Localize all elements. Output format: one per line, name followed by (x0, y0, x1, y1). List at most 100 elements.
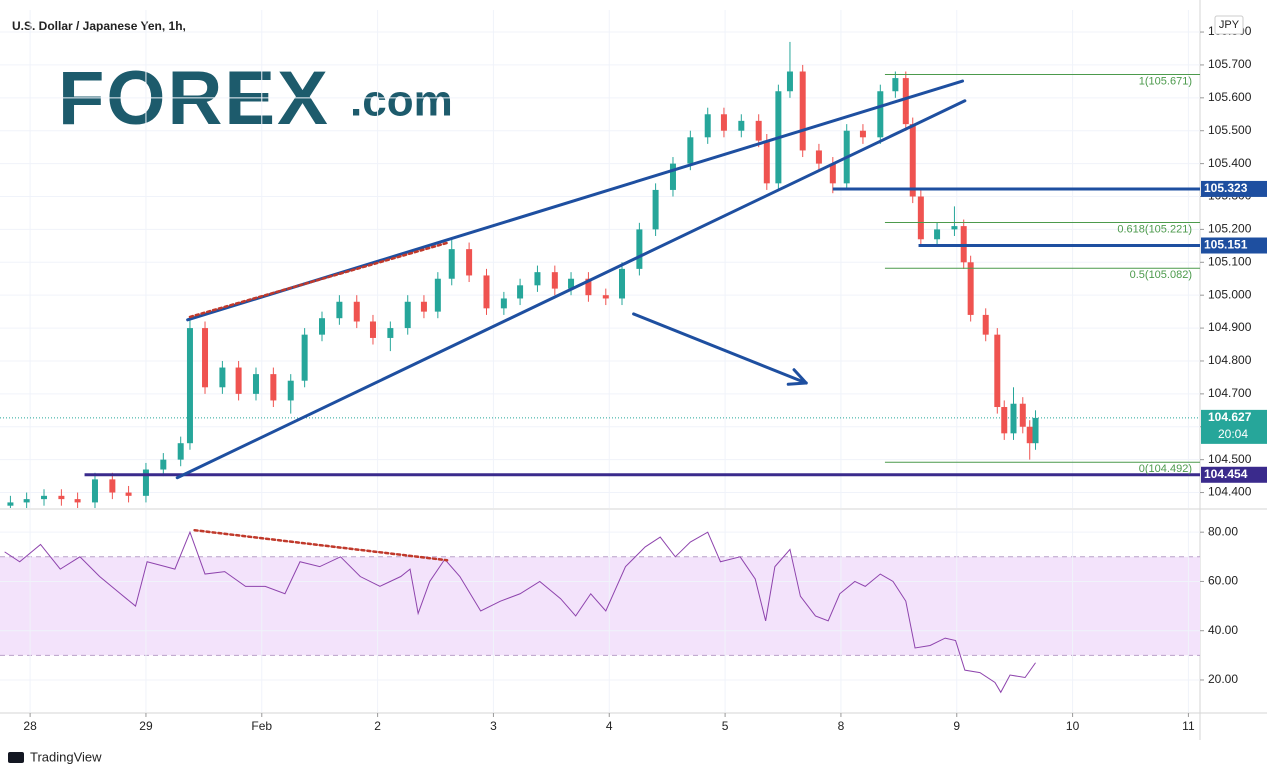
candle-body (738, 120, 745, 131)
logo-suffix: .com (350, 77, 453, 126)
candle-body (568, 278, 575, 289)
current-badge (1201, 409, 1267, 444)
candle-body (252, 374, 259, 394)
fib-label: 0.5(105.082) (1130, 269, 1192, 281)
y-tick-label: 80.00 (1208, 524, 1238, 538)
y-tick-label: 105.400 (1208, 156, 1252, 170)
y-tick-label: 104.700 (1208, 386, 1252, 400)
current-price-label: 104.627 (1208, 410, 1252, 424)
candle-body (287, 380, 294, 401)
candle-body (369, 321, 376, 338)
candle-body (982, 314, 989, 335)
candle-body (815, 150, 822, 164)
candle-body (934, 229, 941, 240)
level-badge (1201, 466, 1267, 483)
candle-body (177, 443, 184, 460)
candle-body (160, 459, 167, 470)
candle-body (951, 226, 958, 230)
candle-body (704, 114, 711, 138)
candle-body (434, 278, 441, 312)
candle-body (636, 229, 643, 269)
candle-body (301, 334, 308, 381)
candle-body (1019, 403, 1026, 427)
y-tick-label: 104.400 (1208, 485, 1252, 499)
candle-body (786, 71, 793, 92)
countdown: 20:04 (1218, 427, 1248, 441)
x-tick-label: 4 (606, 719, 613, 733)
y-tick-label: 105.200 (1208, 222, 1252, 236)
candle-body (602, 295, 609, 299)
y-tick-label: 105.500 (1208, 123, 1252, 137)
x-tick-label: 11 (1182, 719, 1195, 733)
candle-body (551, 272, 558, 289)
trend-line (175, 99, 967, 480)
pane (0, 10, 1200, 508)
candle-body (994, 334, 1001, 408)
logo: FOREX (58, 56, 330, 141)
candle-body (186, 328, 193, 444)
candle-body (109, 479, 116, 493)
candle-body (1032, 417, 1039, 444)
candle-body (763, 140, 770, 184)
x-tick-label: 28 (23, 719, 37, 733)
x-tick-label: 2 (374, 719, 381, 733)
y-tick-label: 20.00 (1208, 672, 1238, 686)
candle-body (859, 130, 866, 138)
candle-body (142, 469, 149, 496)
level-label: 104.454 (1204, 467, 1248, 481)
trend-line (632, 312, 808, 385)
candle-body (58, 495, 65, 500)
currency-box (1214, 15, 1244, 35)
y-tick-label: 60.00 (1208, 574, 1238, 588)
level-label: 105.151 (1204, 238, 1248, 252)
candle-body (466, 249, 473, 276)
level-label: 105.323 (1204, 181, 1248, 195)
x-tick-label: Feb (251, 719, 272, 733)
x-tick-label: 29 (139, 719, 153, 733)
candle-body (448, 249, 455, 279)
y-tick-label: 40.00 (1208, 623, 1238, 637)
candle-body (652, 189, 659, 230)
candle-body (687, 137, 694, 164)
candle-body (91, 479, 98, 503)
candle-body (902, 78, 909, 125)
candle-body (319, 318, 326, 335)
x-tick-label: 10 (1066, 719, 1080, 733)
pane (0, 510, 1200, 712)
candle-body (202, 328, 209, 388)
candle-body (387, 328, 394, 338)
footer-brand: TradingView (30, 749, 102, 764)
candle-body (585, 278, 592, 296)
y-tick-label: 105.000 (1208, 287, 1252, 301)
candle-body (877, 91, 884, 138)
currency: JPY (1219, 19, 1240, 31)
candle-body (755, 120, 762, 141)
chart-title: U.S. Dollar / Japanese Yen, 1h, (12, 19, 186, 33)
candle-body (917, 196, 924, 240)
x-tick-label: 3 (490, 719, 497, 733)
tradingview-icon (8, 752, 24, 763)
candle-body (967, 262, 974, 315)
candle-body (353, 301, 360, 322)
candle-body (669, 163, 676, 190)
candle-body (336, 301, 343, 319)
candle-body (892, 78, 899, 92)
candle-body (619, 268, 626, 299)
candle-body (420, 301, 427, 312)
fib-label: 1(105.671) (1139, 75, 1192, 87)
rsi-band (0, 556, 1200, 656)
candle-body (74, 499, 81, 503)
x-tick-label: 8 (838, 719, 845, 733)
level-badge (1201, 237, 1267, 254)
fib-label: 0(104.492) (1139, 463, 1192, 475)
y-tick-label: 104.800 (1208, 353, 1252, 367)
candle-body (270, 374, 277, 401)
candle-body (829, 163, 836, 184)
trend-line (193, 528, 449, 562)
arrow-head (786, 381, 808, 386)
candle-body (500, 298, 507, 309)
candle-body (1001, 407, 1008, 434)
candle-body (125, 492, 132, 496)
